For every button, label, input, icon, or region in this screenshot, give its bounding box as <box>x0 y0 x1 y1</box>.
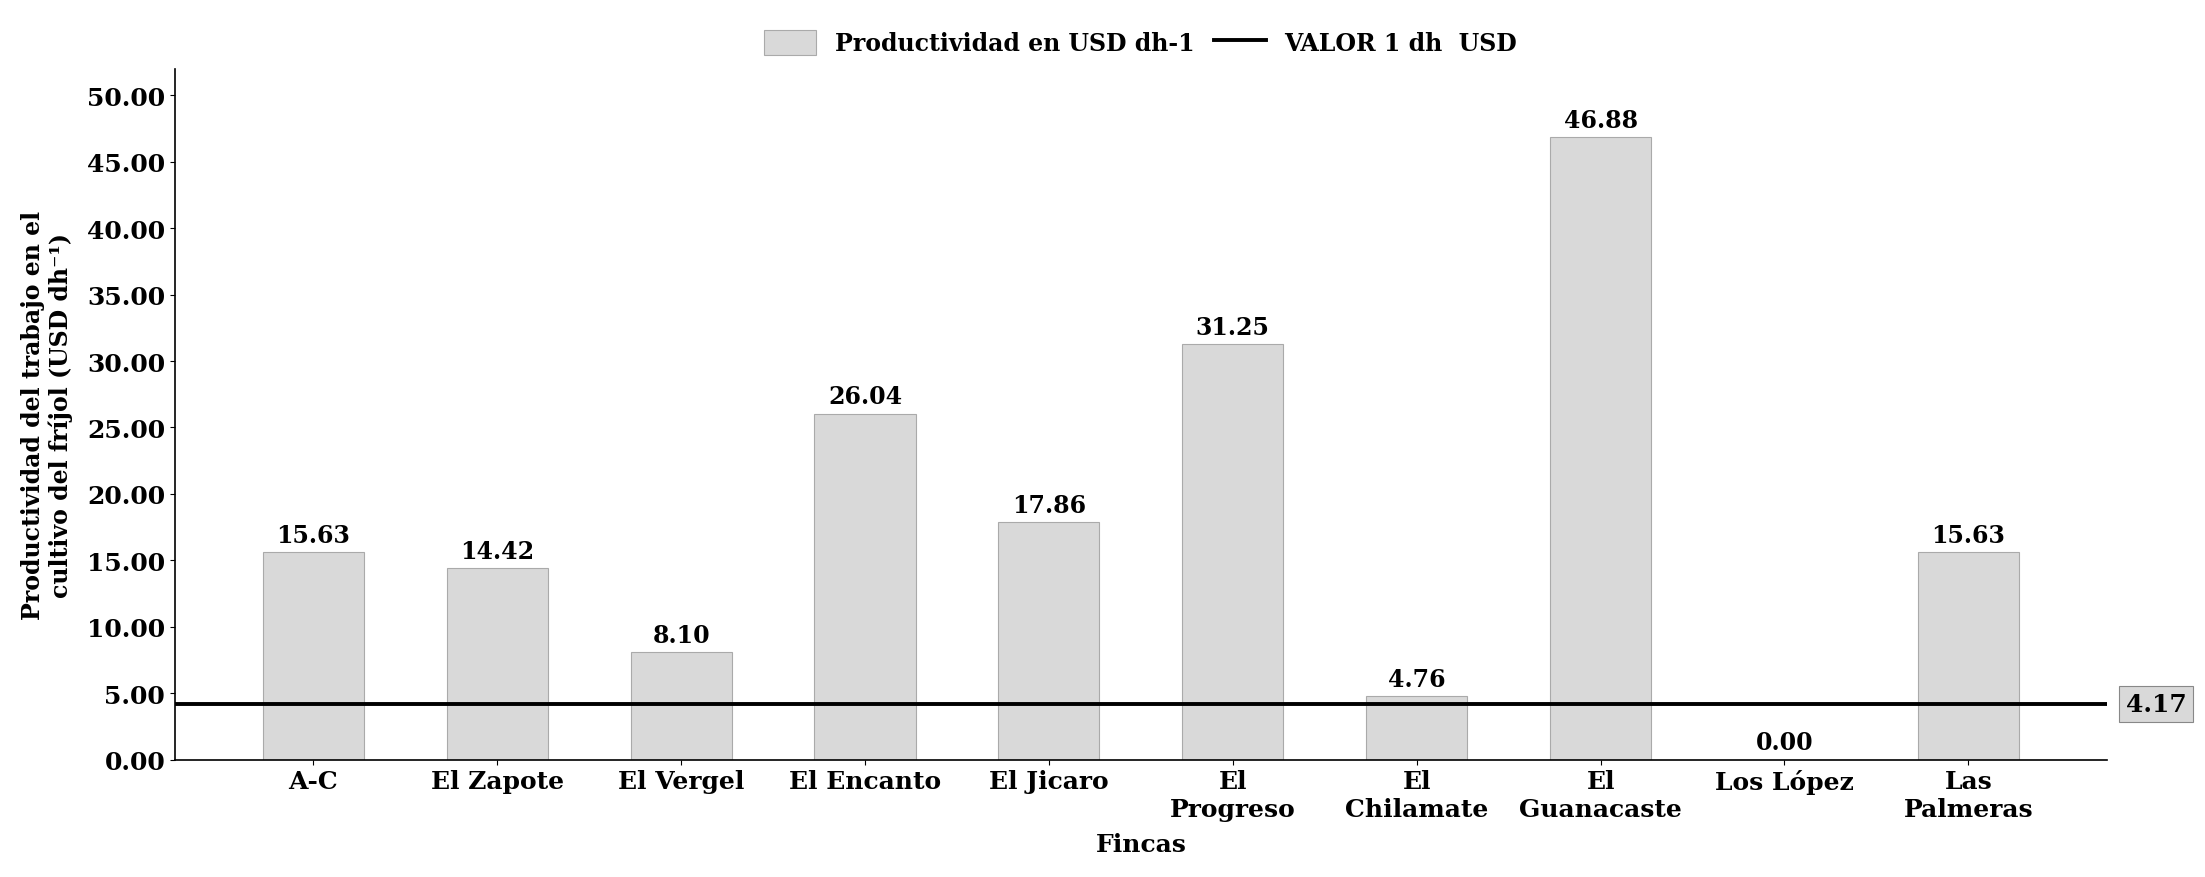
Bar <box>1367 696 1466 759</box>
Text: 17.86: 17.86 <box>1012 494 1087 517</box>
Text: 15.63: 15.63 <box>276 523 351 547</box>
Bar <box>999 523 1100 759</box>
Text: 0.00: 0.00 <box>1755 731 1813 754</box>
Bar <box>1550 138 1652 759</box>
Bar <box>448 568 547 759</box>
Bar <box>814 414 915 759</box>
Y-axis label: Productividad del trabajo en el
cultivo del fríjol (USD dh⁻¹): Productividad del trabajo en el cultivo … <box>20 210 73 619</box>
Legend: Productividad en USD dh-1, VALOR 1 dh  USD: Productividad en USD dh-1, VALOR 1 dh US… <box>752 19 1528 68</box>
Text: 46.88: 46.88 <box>1563 109 1638 132</box>
Bar <box>1182 345 1283 759</box>
Bar <box>631 652 732 759</box>
Text: 31.25: 31.25 <box>1195 316 1270 339</box>
Bar <box>262 553 364 759</box>
Text: 26.04: 26.04 <box>827 385 902 409</box>
Text: 15.63: 15.63 <box>1932 523 2004 547</box>
X-axis label: Fincas: Fincas <box>1096 832 1186 856</box>
Text: 4.76: 4.76 <box>1387 667 1446 691</box>
Bar <box>1918 553 2020 759</box>
Text: 4.17: 4.17 <box>2126 692 2187 717</box>
Text: 8.10: 8.10 <box>653 623 710 647</box>
Text: 14.42: 14.42 <box>461 539 534 563</box>
